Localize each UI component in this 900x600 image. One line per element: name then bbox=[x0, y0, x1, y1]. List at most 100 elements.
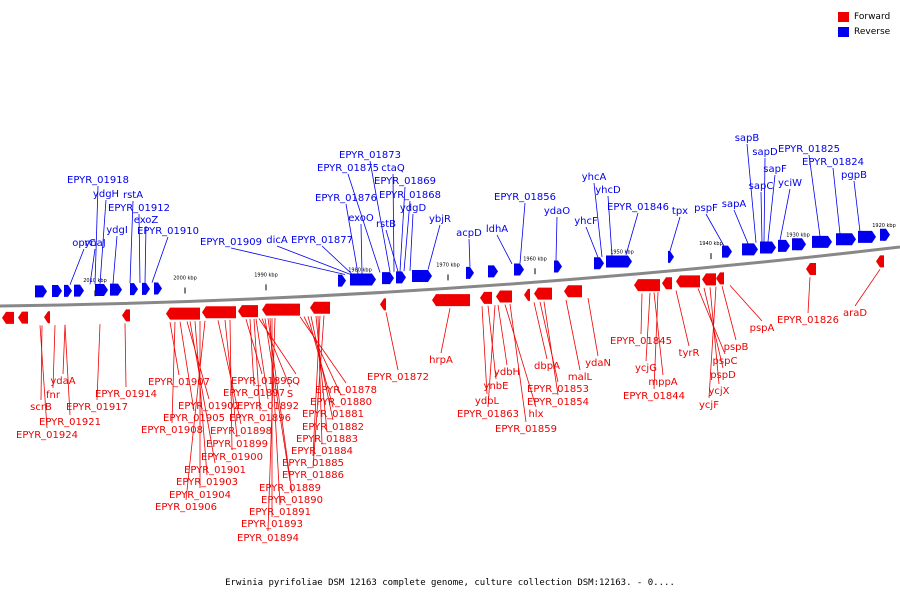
gene-label-epyr-01825: EPYR_01825 bbox=[778, 144, 840, 155]
gene-label-line bbox=[179, 321, 195, 412]
gene-label-line bbox=[189, 321, 216, 464]
gene-label-line bbox=[245, 319, 263, 375]
gene-label-line bbox=[112, 235, 118, 284]
gene-label-yhcf: yhcF bbox=[574, 216, 598, 227]
gene-label-line bbox=[171, 321, 176, 424]
gene-label-line bbox=[733, 209, 749, 244]
gene-label-yciw: yciW bbox=[778, 178, 802, 189]
reverse-gene bbox=[35, 285, 47, 298]
gene-label-epyr-01910: EPYR_01910 bbox=[137, 226, 199, 237]
gene-label-epyr-01905: EPYR_01905 bbox=[163, 413, 225, 424]
gene-label-line bbox=[808, 154, 821, 237]
legend-reverse: Reverse bbox=[838, 24, 890, 39]
gene-label-ydbl: ydbL bbox=[475, 396, 500, 407]
gene-label-epyr-01875: EPYR_01875 bbox=[317, 163, 379, 174]
gene-label-line bbox=[587, 298, 599, 357]
gene-label-epyr-01889: EPYR_01889 bbox=[259, 483, 321, 494]
ruler-label: 1950 kbp bbox=[610, 249, 634, 255]
gene-label-epyr-01921: EPYR_01921 bbox=[39, 417, 101, 428]
gene-label-line bbox=[124, 323, 127, 388]
gene-label-line bbox=[853, 180, 861, 232]
gene-label-line bbox=[427, 224, 441, 270]
gene-label-line bbox=[497, 304, 508, 366]
gene-label-epyr-01880: EPYR_01880 bbox=[310, 397, 372, 408]
reverse-gene bbox=[350, 273, 376, 286]
gene-label-epyr-01826: EPYR_01826 bbox=[777, 315, 839, 326]
reverse-gene bbox=[594, 257, 604, 270]
gene-label-sapd: sapD bbox=[752, 147, 778, 158]
gene-label-line bbox=[645, 292, 651, 362]
gene-label-line bbox=[62, 324, 66, 375]
gene-label-tpx: tpx bbox=[672, 206, 688, 217]
gene-label-yhca: yhcA bbox=[582, 172, 607, 183]
gene-label-line bbox=[625, 212, 639, 256]
forward-gene bbox=[564, 285, 582, 298]
reverse-gene bbox=[742, 243, 758, 256]
forward-gene bbox=[18, 311, 28, 324]
gene-label-epyr-01901: EPYR_01901 bbox=[184, 465, 246, 476]
gene-label-sapb: sapB bbox=[735, 133, 760, 144]
gene-label-pspc: pspC bbox=[713, 356, 738, 367]
gene-label-line bbox=[779, 188, 791, 241]
gene-label-line bbox=[267, 317, 276, 532]
gene-label-line bbox=[299, 316, 347, 384]
gene-label-line bbox=[399, 186, 406, 272]
gene-label-epyr-01918: EPYR_01918 bbox=[67, 175, 129, 186]
reverse-gene bbox=[792, 238, 806, 251]
gene-label-line bbox=[345, 203, 359, 274]
gene-label-epyr-01877: EPYR_01877 bbox=[291, 235, 353, 246]
gene-label-epyr-01854: EPYR_01854 bbox=[527, 397, 589, 408]
gene-label-rstb: rstB bbox=[376, 219, 396, 230]
gene-label-ldha: ldhA bbox=[486, 224, 508, 235]
gene-label-line bbox=[653, 292, 659, 390]
gene-label-epyr-01886: EPYR_01886 bbox=[282, 470, 344, 481]
forward-gene bbox=[202, 306, 236, 319]
gene-label-line bbox=[640, 293, 643, 335]
legend: Forward Reverse bbox=[838, 9, 890, 39]
gene-label-scrb: scrB bbox=[30, 402, 52, 413]
gene-label-epyr-01873: EPYR_01873 bbox=[339, 150, 401, 161]
gene-label-rsta: rstA bbox=[123, 190, 143, 201]
gene-label-q: Q bbox=[292, 376, 300, 387]
reverse-gene bbox=[95, 284, 108, 297]
gene-label-line bbox=[669, 216, 681, 252]
gene-label-epyr-01917: EPYR_01917 bbox=[66, 402, 128, 413]
gene-label-epyr-01876: EPYR_01876 bbox=[315, 193, 377, 204]
gene-label-epyr-01824: EPYR_01824 bbox=[802, 157, 864, 168]
gene-label-line bbox=[708, 286, 717, 399]
gene-label-epyr-01912: EPYR_01912 bbox=[108, 203, 170, 214]
gene-label-line bbox=[385, 312, 399, 371]
gene-label-line bbox=[705, 213, 725, 247]
gene-label-line bbox=[312, 315, 325, 469]
forward-gene bbox=[806, 263, 816, 276]
gene-label-line bbox=[481, 306, 488, 395]
gene-label-line bbox=[253, 318, 261, 412]
reverse-gene bbox=[778, 239, 790, 252]
reverse-gene bbox=[52, 285, 62, 298]
gene-label-line bbox=[533, 302, 548, 360]
gene-label-pspa: pspA bbox=[750, 323, 775, 334]
ruler-label: 1920 kbp bbox=[872, 223, 896, 229]
gene-label-line bbox=[760, 191, 763, 243]
gene-label-epyr-01906: EPYR_01906 bbox=[155, 502, 217, 513]
forward-gene bbox=[310, 301, 330, 314]
ruler-label: 1990 kbp bbox=[254, 272, 278, 278]
gene-label-epyr-01859: EPYR_01859 bbox=[495, 424, 557, 435]
reverse-gene bbox=[338, 274, 346, 287]
gene-label-fnr: fnr bbox=[46, 390, 61, 401]
gene-label-ydan: ydaN bbox=[585, 358, 611, 369]
gene-label-line bbox=[52, 325, 56, 389]
ruler-label: 1970 kbp bbox=[436, 262, 460, 268]
forward-swatch bbox=[838, 11, 849, 22]
gene-label-line bbox=[255, 318, 269, 400]
gene-label-line bbox=[392, 173, 395, 272]
reverse-gene bbox=[488, 265, 498, 278]
gene-label-line bbox=[369, 160, 391, 273]
gene-label-line bbox=[360, 223, 363, 274]
forward-gene bbox=[634, 279, 660, 292]
gene-label-line bbox=[543, 301, 559, 396]
gene-label-epyr-01900: EPYR_01900 bbox=[201, 452, 263, 463]
gene-label-line bbox=[303, 316, 342, 396]
gene-label-line bbox=[229, 319, 233, 451]
